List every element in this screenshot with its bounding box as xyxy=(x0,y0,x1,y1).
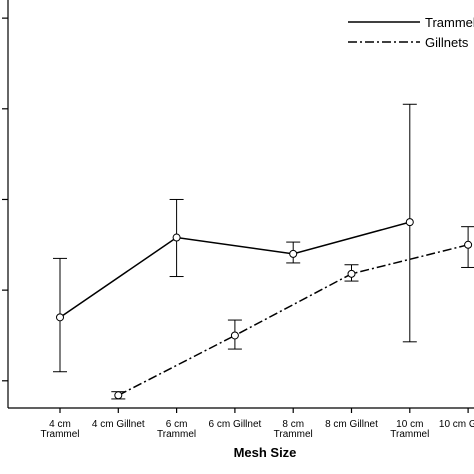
data-point xyxy=(230,331,239,340)
series-gillnets xyxy=(111,226,474,400)
data-point xyxy=(289,249,298,258)
data-point xyxy=(464,240,473,249)
x-tick-label: 10 cm Trammel xyxy=(390,419,429,440)
x-tick-label-line: 6 cm Gillnet xyxy=(209,419,262,430)
x-tick-label: 4 cm Trammel xyxy=(40,419,79,440)
x-tick-label: 10 cm Gillnet xyxy=(439,419,474,430)
series-line xyxy=(117,244,469,396)
x-tick-label: 8 cm Gillnet xyxy=(325,419,378,430)
x-tick-label-line: Trammel xyxy=(40,429,79,440)
x-tick-label-line: Trammel xyxy=(390,429,429,440)
series-line xyxy=(59,221,410,318)
x-tick-label-line: 8 cm Gillnet xyxy=(325,419,378,430)
y-axis-ticks xyxy=(2,17,8,382)
x-tick-label-line: 8 cm xyxy=(282,419,304,430)
x-tick-label-line: Trammel xyxy=(157,429,196,440)
x-tick-label-line: 4 cm Gillnet xyxy=(92,419,145,430)
data-point xyxy=(114,391,123,400)
series-trammel xyxy=(53,103,417,373)
data-point xyxy=(405,218,414,227)
legend: Trammel Gillnets xyxy=(348,15,474,50)
x-tick-label: 4 cm Gillnet xyxy=(92,419,145,430)
x-tick-label-line: 10 cm Gillnet xyxy=(439,419,474,430)
x-axis-title: Mesh Size xyxy=(234,445,297,460)
x-tick-label: 6 cm Gillnet xyxy=(209,419,262,430)
x-tick-label: 6 cm Trammel xyxy=(157,419,196,440)
legend-label: Trammel xyxy=(425,15,474,30)
data-point xyxy=(172,233,181,242)
x-tick-label: 8 cm Trammel xyxy=(274,419,313,440)
series-layer xyxy=(53,103,474,400)
legend-label: Gillnets xyxy=(425,35,469,50)
plot-frame xyxy=(7,0,474,409)
x-tick-label-line: 4 cm xyxy=(49,419,71,430)
data-point xyxy=(56,313,64,322)
x-tick-label-line: 6 cm xyxy=(166,419,188,430)
x-tick-label-line: 10 cm xyxy=(396,419,423,430)
data-point xyxy=(347,269,356,278)
x-tick-label-line: Trammel xyxy=(274,429,313,440)
